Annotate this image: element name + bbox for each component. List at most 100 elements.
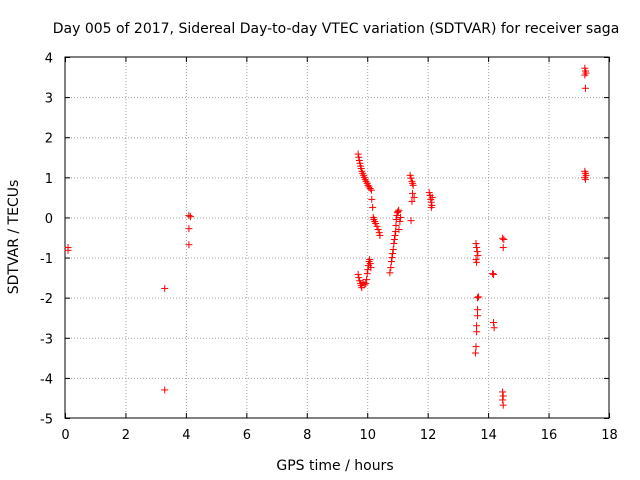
data-point-plus-marker	[362, 280, 370, 288]
data-point-plus-marker	[392, 215, 400, 223]
data-point-plus-marker	[409, 181, 417, 189]
data-point-plus-marker	[581, 175, 589, 183]
data-point-plus-marker	[389, 250, 397, 258]
data-point-plus-marker	[355, 153, 363, 161]
y-tick-label: 3	[45, 92, 53, 107]
data-point-plus-marker	[185, 241, 193, 249]
data-point-plus-marker	[581, 71, 589, 79]
x-tick-label: 14	[480, 428, 497, 443]
data-point-plus-marker	[394, 207, 402, 215]
data-point-plus-marker	[360, 281, 368, 289]
y-tick-label: 0	[45, 212, 53, 227]
data-point-plus-marker	[395, 206, 403, 214]
data-point-plus-marker	[581, 84, 589, 92]
data-point-plus-marker	[374, 225, 382, 233]
data-point-plus-marker	[473, 328, 481, 336]
data-series-sdtvar	[64, 64, 590, 409]
data-point-plus-marker	[474, 306, 482, 314]
data-point-plus-marker	[474, 252, 482, 260]
data-point-plus-marker	[64, 246, 72, 254]
plot-frame	[64, 56, 610, 419]
data-point-plus-marker	[391, 231, 399, 239]
data-point-plus-marker	[499, 234, 507, 242]
y-tick-label: 1	[45, 172, 53, 187]
data-point-plus-marker	[386, 269, 394, 277]
y-tick-label: -4	[40, 372, 53, 387]
y-tick-label: -5	[40, 413, 53, 428]
data-point-plus-marker	[363, 270, 371, 278]
data-point-plus-marker	[474, 294, 482, 302]
data-point-plus-marker	[367, 186, 375, 194]
data-point-plus-marker	[499, 401, 507, 409]
data-point-plus-marker	[355, 274, 363, 282]
data-point-plus-marker	[410, 193, 418, 201]
data-point-plus-marker	[473, 244, 481, 252]
data-point-plus-marker	[395, 225, 403, 233]
data-point-plus-marker	[474, 293, 482, 301]
data-point-plus-marker	[373, 222, 381, 230]
x-tick-label: 8	[303, 428, 311, 443]
data-point-plus-marker	[474, 312, 482, 320]
data-point-plus-marker	[388, 254, 396, 262]
data-point-plus-marker	[369, 203, 377, 211]
data-point-plus-marker	[472, 343, 480, 351]
data-point-plus-marker	[387, 264, 395, 272]
data-point-plus-marker	[428, 193, 436, 201]
data-point-plus-marker	[490, 270, 498, 278]
data-point-plus-marker	[354, 150, 362, 158]
data-point-plus-marker	[489, 270, 497, 278]
data-point-plus-marker	[366, 256, 374, 264]
data-point-plus-marker	[161, 284, 169, 292]
data-point-plus-marker	[390, 240, 398, 248]
data-point-plus-marker	[368, 195, 376, 203]
x-tick-label: 16	[541, 428, 558, 443]
data-point-plus-marker	[363, 276, 371, 284]
x-tick-label: 12	[420, 428, 437, 443]
data-point-plus-marker	[390, 236, 398, 244]
x-tick-label: 4	[182, 428, 190, 443]
data-point-plus-marker	[392, 221, 400, 229]
data-point-plus-marker	[499, 396, 507, 404]
data-point-plus-marker	[387, 258, 395, 266]
x-tick-label: 2	[122, 428, 130, 443]
data-point-plus-marker	[427, 203, 435, 211]
data-point-plus-marker	[186, 213, 194, 221]
axis-ticks	[65, 57, 610, 419]
data-point-plus-marker	[354, 270, 362, 278]
data-point-plus-marker	[490, 324, 498, 332]
data-point-plus-marker	[185, 211, 193, 219]
data-point-plus-marker	[185, 225, 193, 233]
data-point-plus-marker	[471, 349, 479, 357]
grid-lines	[65, 57, 609, 418]
data-point-plus-marker	[473, 248, 481, 256]
y-tick-label: -3	[40, 332, 53, 347]
x-axis-label: GPS time / hours	[276, 458, 393, 474]
data-point-plus-marker	[396, 217, 404, 225]
y-tick-label: -2	[40, 292, 53, 307]
data-point-plus-marker	[472, 240, 480, 248]
data-point-plus-marker	[490, 319, 498, 327]
y-tick-label: -1	[40, 252, 53, 267]
data-point-plus-marker	[499, 388, 507, 396]
data-point-plus-marker	[473, 258, 481, 266]
y-axis-label: SDTVAR / TECUs	[6, 180, 22, 295]
y-tick-label: 2	[45, 132, 53, 147]
data-point-plus-marker	[389, 246, 397, 254]
data-point-plus-marker	[366, 260, 374, 268]
data-point-plus-marker	[409, 189, 417, 197]
data-point-plus-marker	[499, 392, 507, 400]
data-point-plus-marker	[500, 236, 508, 244]
x-tick-label: 10	[359, 428, 376, 443]
data-point-plus-marker	[408, 197, 416, 205]
data-point-plus-marker	[407, 174, 415, 182]
data-point-plus-marker	[367, 264, 375, 272]
chart-title: Day 005 of 2017, Sidereal Day-to-day VTE…	[53, 21, 620, 37]
data-point-plus-marker	[376, 231, 384, 239]
x-tick-label: 6	[243, 428, 251, 443]
data-point-plus-marker	[473, 322, 481, 330]
x-tick-label: 0	[61, 428, 69, 443]
y-tick-label: 4	[45, 52, 53, 67]
data-point-plus-marker	[161, 386, 169, 394]
